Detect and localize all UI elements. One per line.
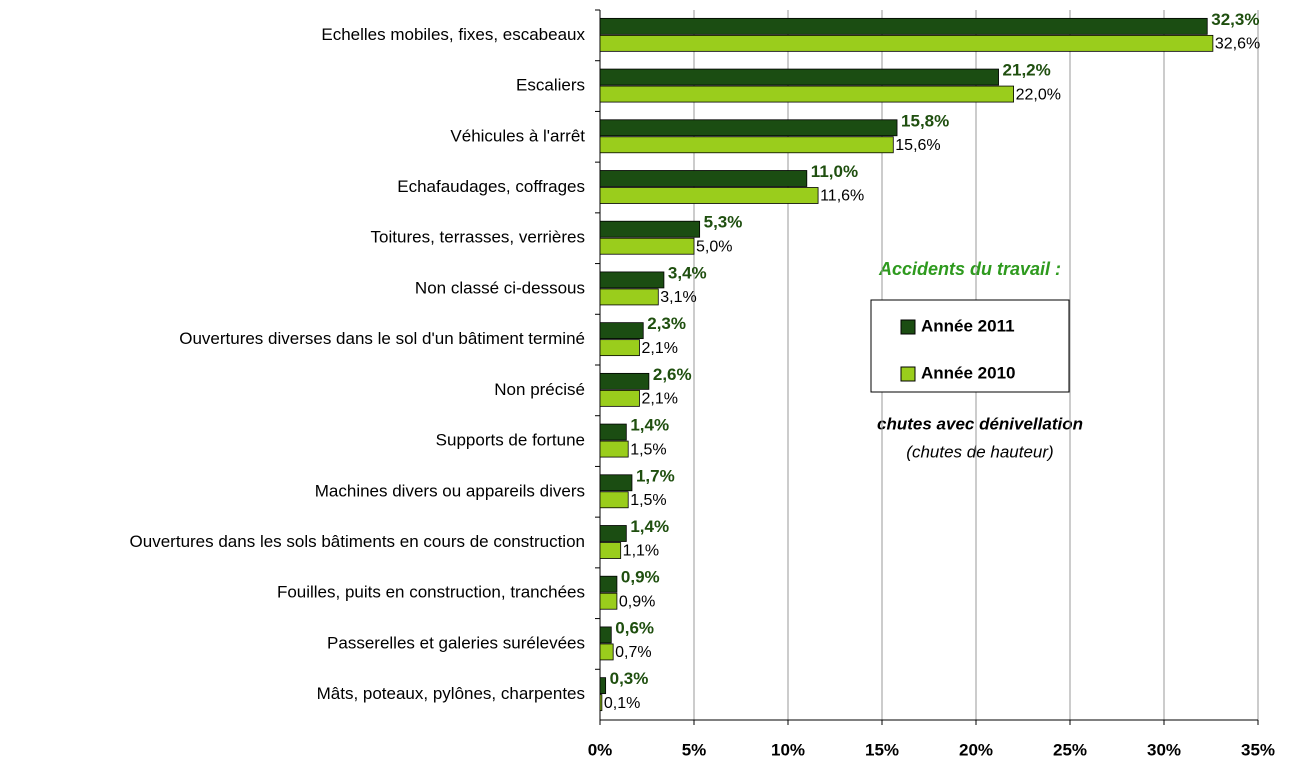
data-label: 0,7% — [615, 644, 651, 661]
data-label: 21,2% — [1003, 61, 1051, 80]
y-tick-label: Escaliers — [516, 76, 585, 95]
data-label: 15,8% — [901, 111, 949, 130]
bar — [599, 694, 603, 712]
data-label: 1,4% — [630, 517, 669, 536]
data-label: 1,7% — [636, 466, 675, 485]
data-label: 2,3% — [647, 314, 686, 333]
bar — [599, 592, 618, 610]
y-tick-label: Echafaudages, coffrages — [397, 177, 585, 196]
bar — [599, 220, 701, 238]
bar — [599, 542, 622, 559]
bar — [599, 85, 1015, 103]
bar — [599, 440, 629, 458]
data-label: 0,1% — [604, 695, 640, 712]
data-label: 2,1% — [641, 391, 677, 408]
data-label: 2,6% — [653, 365, 692, 384]
data-label: 11,0% — [811, 162, 858, 181]
data-label: 15,6% — [895, 137, 940, 154]
y-tick-label: Supports de fortune — [436, 431, 585, 450]
bar — [599, 389, 640, 407]
y-tick-label: Fouilles, puits en construction, tranché… — [277, 583, 585, 602]
x-tick-label: 0% — [588, 740, 613, 759]
data-label: 0,9% — [621, 568, 660, 587]
data-label: 0,6% — [615, 618, 654, 637]
bar — [599, 626, 612, 644]
bar — [599, 237, 695, 255]
x-tick-label: 15% — [865, 740, 899, 759]
bar — [599, 187, 819, 204]
x-tick-label: 5% — [682, 740, 707, 759]
y-tick-label: Passerelles et galeries surélevées — [327, 633, 585, 652]
bar — [599, 17, 1208, 35]
data-label: 5,3% — [704, 213, 743, 232]
bar — [599, 136, 894, 154]
bar — [599, 643, 614, 661]
legend-label: Année 2010 — [921, 363, 1016, 382]
y-tick-label: Ouvertures diverses dans le sol d'un bât… — [179, 329, 585, 348]
data-label: 1,4% — [630, 416, 669, 435]
y-tick-label: Mâts, poteaux, pylônes, charpentes — [317, 684, 585, 703]
bar — [599, 372, 650, 390]
y-tick-label: Ouvertures dans les sols bâtiments en co… — [130, 532, 585, 551]
bar — [599, 322, 644, 340]
x-tick-label: 30% — [1147, 740, 1181, 759]
legend-swatch — [900, 366, 916, 382]
legend-label: Année 2011 — [921, 316, 1015, 335]
x-tick-label: 35% — [1241, 740, 1275, 759]
bar — [599, 525, 627, 542]
x-tick-label: 20% — [959, 740, 993, 759]
y-tick-label: Toitures, terrasses, verrières — [371, 228, 585, 247]
annotation: (chutes de hauteur) — [906, 442, 1053, 461]
legend-swatch — [900, 319, 916, 335]
data-label: 22,0% — [1016, 86, 1061, 103]
data-label: 0,9% — [619, 593, 655, 610]
data-label: 32,3% — [1211, 10, 1259, 29]
bar — [599, 575, 618, 593]
bar — [599, 677, 607, 695]
data-label: 2,1% — [641, 340, 677, 357]
y-tick-label: Echelles mobiles, fixes, escabeaux — [321, 25, 585, 44]
x-tick-label: 10% — [771, 740, 805, 759]
y-tick-label: Véhicules à l'arrêt — [450, 126, 585, 145]
data-label: 1,5% — [630, 492, 666, 509]
bar — [599, 271, 665, 289]
data-label: 5,0% — [696, 238, 732, 255]
y-tick-label: Non précisé — [494, 380, 585, 399]
bar — [599, 170, 808, 187]
y-tick-label: Machines divers ou appareils divers — [315, 481, 585, 500]
bar — [599, 119, 898, 137]
data-label: 0,3% — [610, 669, 649, 688]
bar — [599, 423, 627, 441]
bar — [599, 288, 659, 306]
data-label: 1,5% — [630, 441, 666, 458]
data-label: 1,1% — [623, 543, 659, 560]
annotation: Accidents du travail : — [878, 259, 1061, 279]
x-tick-label: 25% — [1053, 740, 1087, 759]
data-label: 32,6% — [1215, 36, 1260, 53]
data-label: 3,1% — [660, 289, 696, 306]
bar — [599, 339, 640, 357]
bar — [599, 491, 629, 509]
y-tick-label: Non classé ci-dessous — [415, 278, 585, 297]
annotation: chutes avec dénivellation — [877, 414, 1083, 433]
bar — [599, 68, 999, 86]
bar — [599, 474, 633, 492]
data-label: 11,6% — [820, 188, 864, 205]
data-label: 3,4% — [668, 263, 707, 282]
bar — [599, 34, 1214, 52]
